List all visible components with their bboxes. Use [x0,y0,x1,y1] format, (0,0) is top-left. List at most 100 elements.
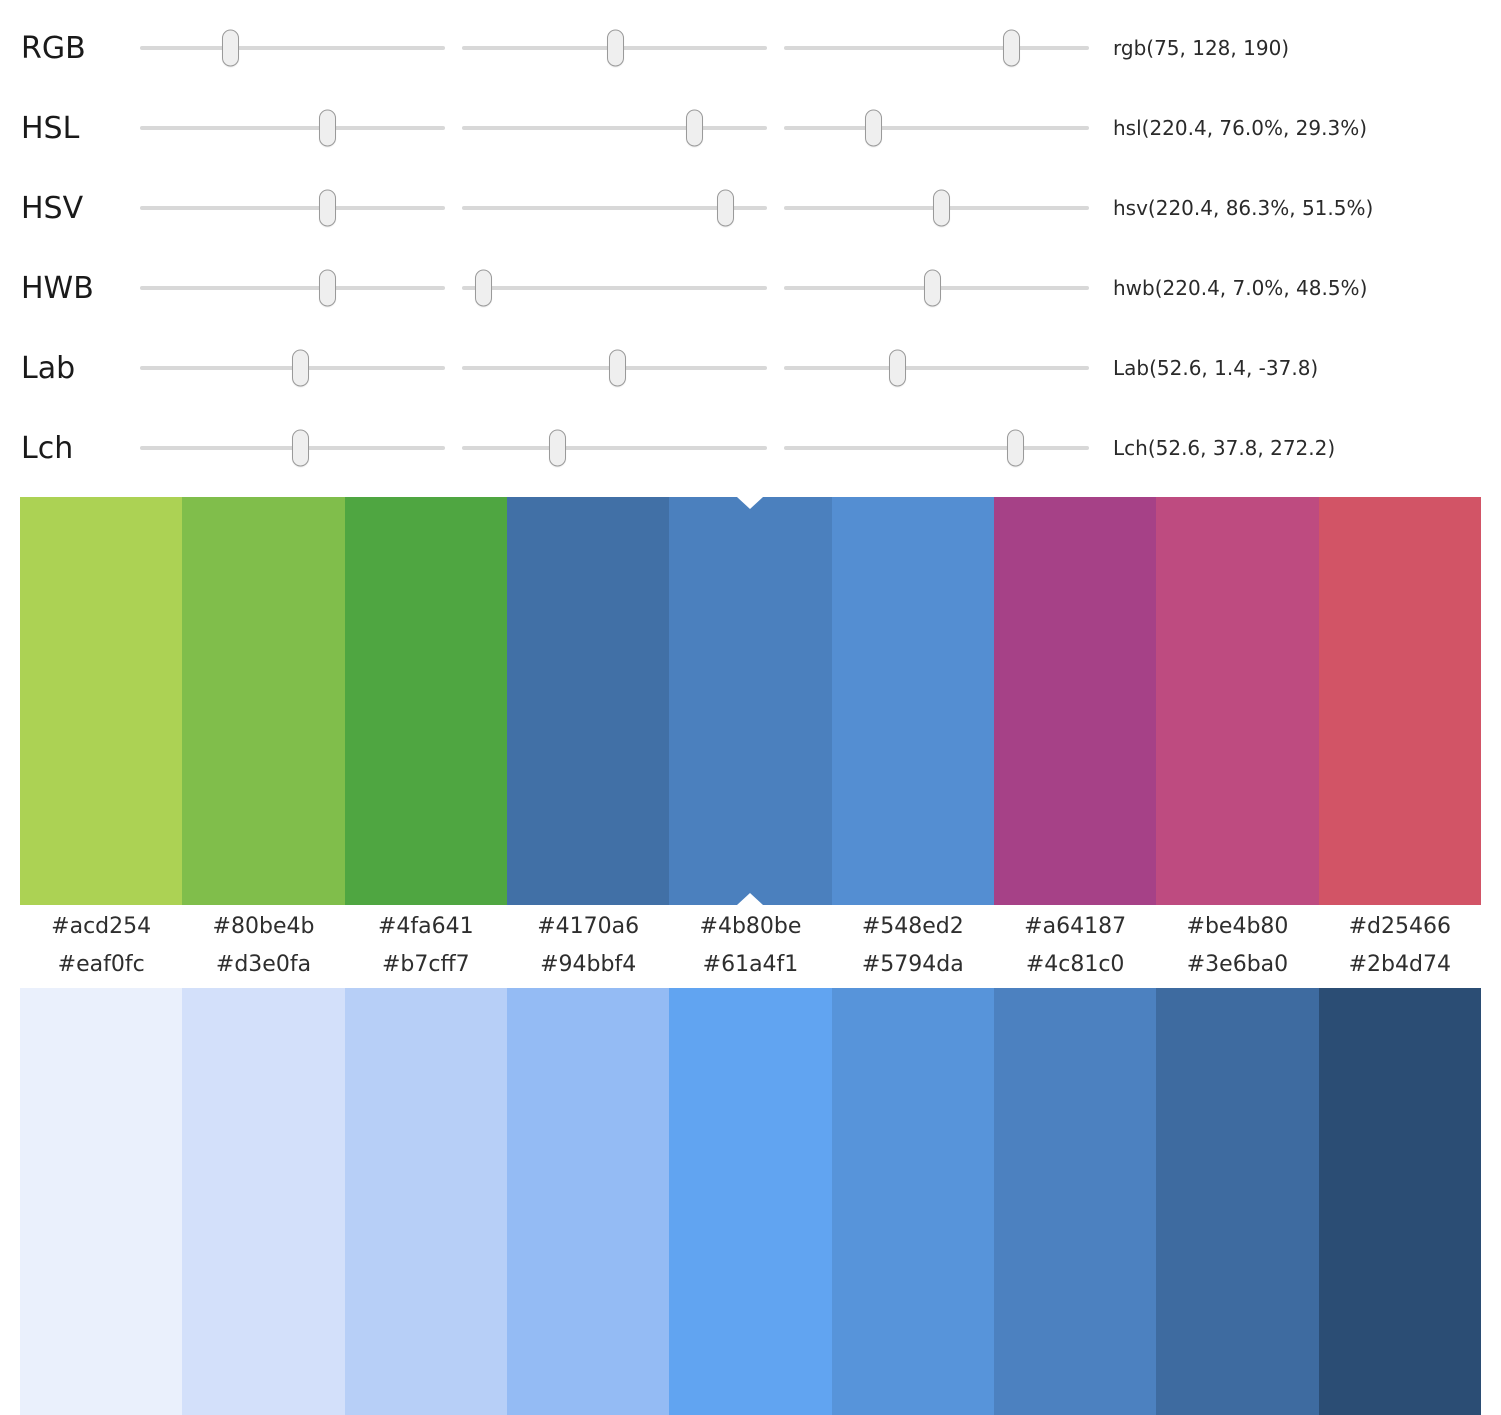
palette-swatch[interactable] [669,497,832,905]
swatch-hex-label: #94bbf4 [540,952,637,977]
tone-palette-strip [20,988,1481,1415]
color-value-text: hsv(220.4, 86.3%, 51.5%) [1113,196,1374,220]
palette-swatch[interactable] [182,988,345,1415]
color-value-text: Lab(52.6, 1.4, -37.8) [1113,356,1319,380]
slider-track-line [784,366,1089,370]
slider-track-line [140,206,445,210]
slider-row: HSV hsv(220.4, 86.3%, 51.5%) [21,168,1501,248]
palette-swatch[interactable] [669,988,832,1415]
palette-swatch[interactable] [1156,497,1319,905]
slider-thumb[interactable] [318,109,336,147]
tone-palette-labels: #eaf0fc #d3e0fa #b7cff7 #94bbf4 #61a4f1 #5794… [20,948,1481,988]
swatch-hex-label: #4b80be [699,914,802,939]
color-sliders-panel: RGB rgb(75, 128, 190) HSL hsl(220.4, 76.0%,… [0,0,1501,488]
colorspace-label: HSL [21,110,80,146]
swatch-hex-label: #a64187 [1024,914,1127,939]
slider-track[interactable] [462,266,767,310]
slider-track-line [784,446,1089,450]
slider-thumb[interactable] [888,349,906,387]
colorspace-label: RGB [21,30,86,66]
swatch-hex-label: #4170a6 [537,914,640,939]
selected-marker-top-icon [737,497,764,509]
palette-swatch[interactable] [1156,988,1319,1415]
slider-track[interactable] [462,426,767,470]
slider-track[interactable] [784,426,1089,470]
color-value-text: hsl(220.4, 76.0%, 29.3%) [1113,116,1368,140]
palette-swatch[interactable] [506,497,670,905]
slider-track[interactable] [140,106,445,150]
palette-swatch[interactable] [1318,497,1481,905]
slider-track-line [462,206,767,210]
slider-thumb[interactable] [923,269,941,307]
slider-thumb[interactable] [865,109,883,147]
slider-track-line [140,286,445,290]
slider-track-line [462,446,767,450]
colorspace-label: HWB [21,270,94,306]
palette-swatch[interactable] [20,497,183,905]
slider-thumb[interactable] [475,269,493,307]
slider-track[interactable] [784,186,1089,230]
slider-row: Lab Lab(52.6, 1.4, -37.8) [21,328,1501,408]
swatch-hex-label: #b7cff7 [381,952,470,977]
slider-track[interactable] [140,266,445,310]
slider-track[interactable] [784,266,1089,310]
slider-thumb[interactable] [292,429,310,467]
slider-track-line [140,126,445,130]
slider-track[interactable] [140,26,445,70]
swatch-hex-label: #d3e0fa [215,952,312,977]
slider-track[interactable] [140,346,445,390]
swatch-hex-label: #80be4b [212,914,315,939]
slider-thumb[interactable] [318,189,336,227]
slider-track-line [140,46,445,50]
hue-palette-labels: #acd254 #80be4b #4fa641 #4170a6 #4b80be #548e… [20,905,1481,948]
colorspace-label: Lab [21,350,76,386]
palette-swatch[interactable] [1318,988,1481,1415]
palette-swatch[interactable] [20,988,183,1415]
slider-track[interactable] [462,186,767,230]
slider-thumb[interactable] [607,29,625,67]
palette-swatch[interactable] [506,988,670,1415]
slider-thumb[interactable] [548,429,566,467]
palette-swatch[interactable] [344,497,507,905]
palette-swatch[interactable] [993,497,1157,905]
slider-track-line [784,126,1089,130]
swatch-hex-label: #d25466 [1348,914,1451,939]
slider-thumb[interactable] [608,349,626,387]
slider-row: HWB hwb(220.4, 7.0%, 48.5%) [21,248,1501,328]
color-value-text: Lch(52.6, 37.8, 272.2) [1113,436,1336,460]
colorspace-label: HSV [21,190,84,226]
slider-thumb[interactable] [685,109,703,147]
swatch-hex-label: #4fa641 [377,914,474,939]
slider-track[interactable] [140,426,445,470]
colorspace-label: Lch [21,430,74,466]
color-value-text: hwb(220.4, 7.0%, 48.5%) [1113,276,1368,300]
palette-swatch[interactable] [993,988,1157,1415]
swatch-hex-label: #61a4f1 [702,952,799,977]
slider-thumb[interactable] [933,189,951,227]
slider-thumb[interactable] [292,349,310,387]
swatch-hex-label: #5794da [861,952,964,977]
slider-row: Lch Lch(52.6, 37.8, 272.2) [21,408,1501,488]
slider-track-line [462,126,767,130]
slider-thumb[interactable] [1006,429,1024,467]
swatch-hex-label: #4c81c0 [1025,952,1125,977]
slider-thumb[interactable] [221,29,239,67]
slider-track[interactable] [462,106,767,150]
palette-swatch[interactable] [831,988,994,1415]
swatch-hex-label: #3e6ba0 [1186,952,1289,977]
slider-track[interactable] [462,26,767,70]
swatch-hex-label: #548ed2 [861,914,964,939]
slider-thumb[interactable] [1003,29,1021,67]
slider-track[interactable] [784,106,1089,150]
slider-track[interactable] [784,26,1089,70]
slider-thumb[interactable] [318,269,336,307]
swatch-hex-label: #eaf0fc [57,952,145,977]
slider-track[interactable] [462,346,767,390]
slider-track[interactable] [140,186,445,230]
palette-swatch[interactable] [182,497,345,905]
slider-track-line [784,46,1089,50]
slider-track[interactable] [784,346,1089,390]
slider-thumb[interactable] [717,189,735,227]
palette-swatch[interactable] [831,497,994,905]
palette-swatch[interactable] [344,988,507,1415]
